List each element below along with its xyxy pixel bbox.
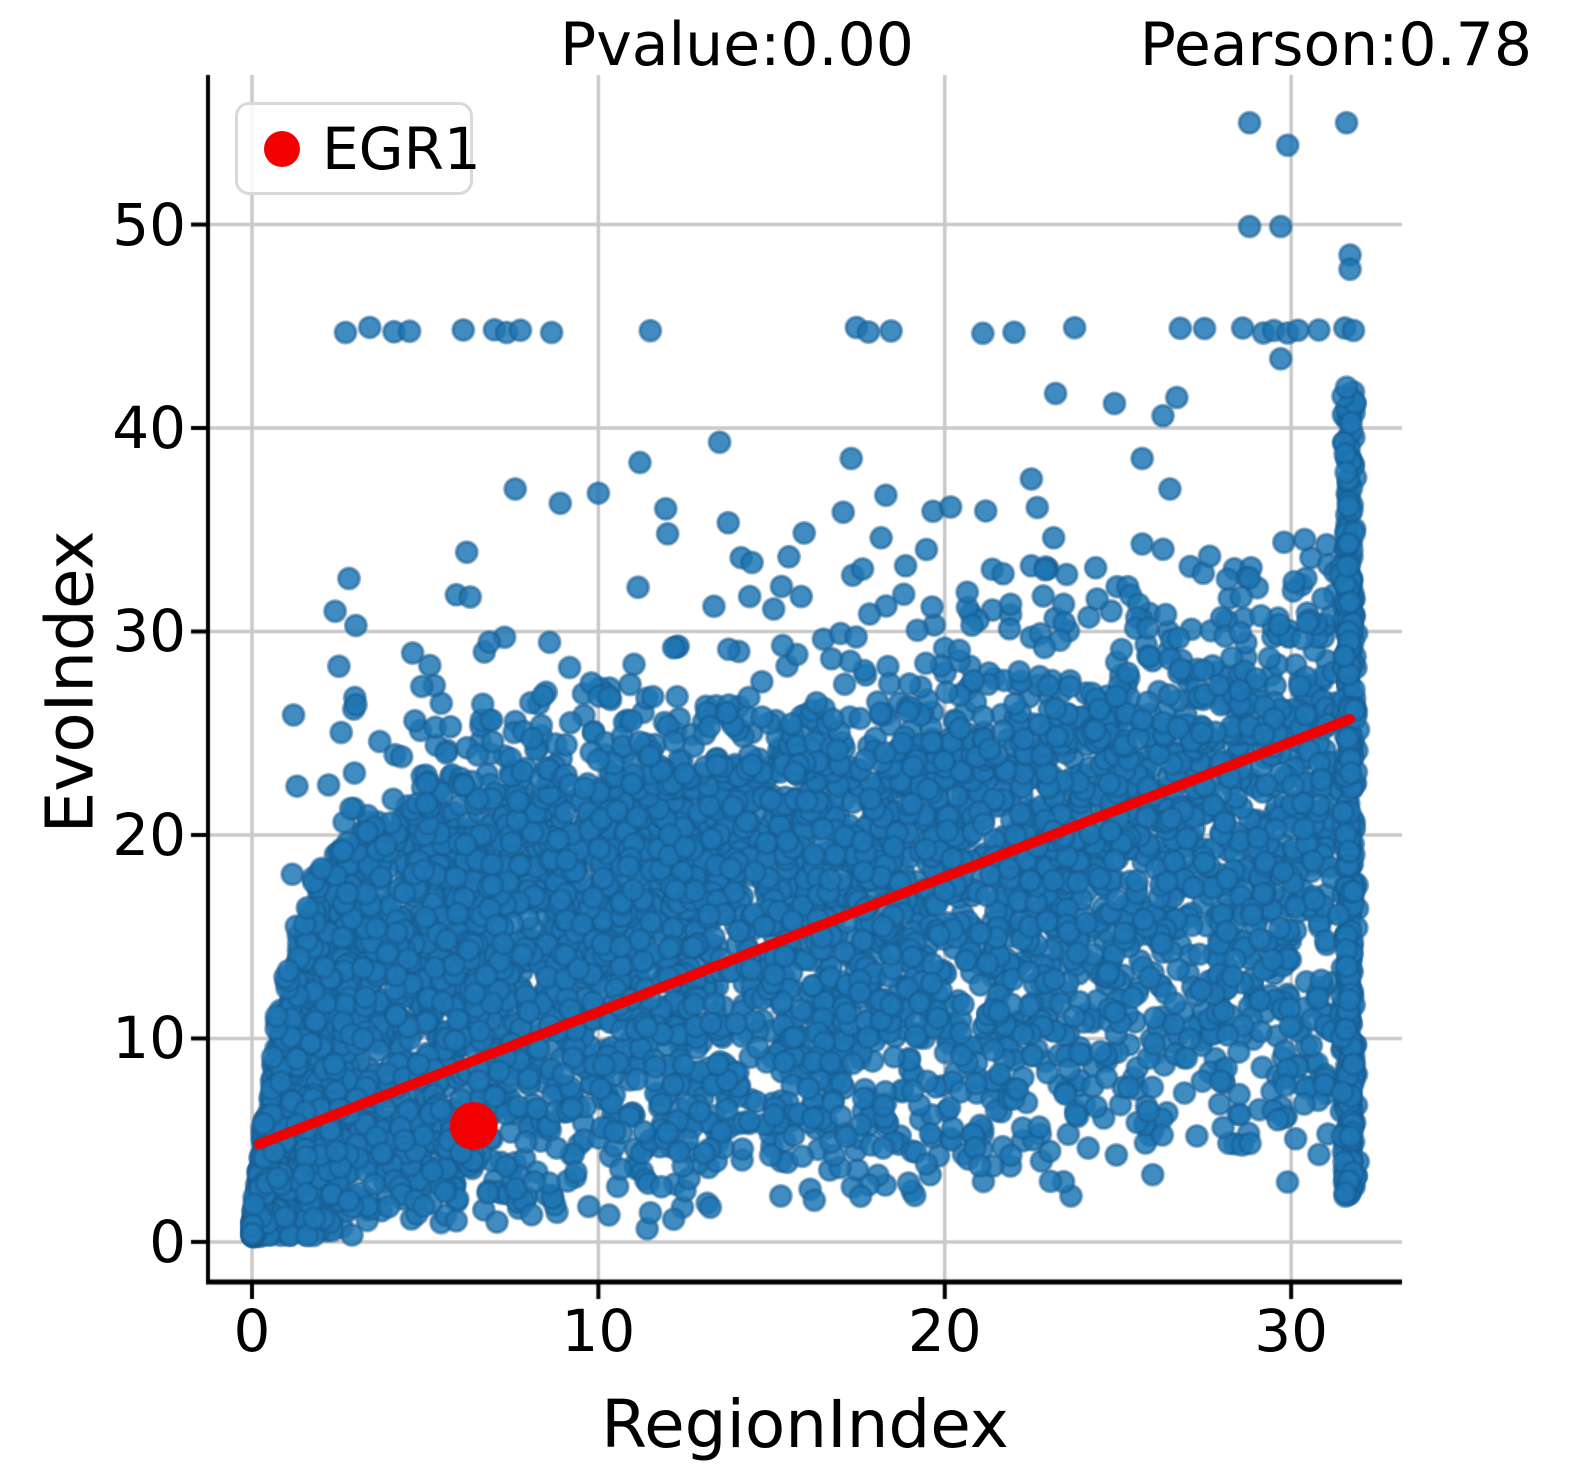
y-tick-label-40: 40: [112, 394, 186, 463]
x-tick-label-30: 30: [1254, 1297, 1329, 1365]
x-tick-label-10: 10: [561, 1297, 636, 1365]
y-tick-label-20: 20: [112, 800, 186, 869]
y-tick-label-50: 50: [112, 190, 186, 259]
y-tick-label-0: 0: [149, 1207, 186, 1276]
pearson-annotation: Pearson:0.78: [1139, 10, 1532, 80]
x-axis-label: RegionIndex: [601, 1386, 1009, 1463]
x-tick-label-20: 20: [907, 1297, 982, 1365]
y-axis-label: EvoIndex: [31, 530, 109, 834]
legend: EGR1: [235, 102, 481, 195]
y-tick-label-10: 10: [112, 1004, 186, 1073]
legend-label: EGR1: [322, 114, 481, 183]
pvalue-annotation: Pvalue:0.00: [560, 10, 914, 80]
x-tick-label-0: 0: [233, 1297, 271, 1365]
y-tick-label-30: 30: [112, 597, 186, 666]
legend-marker-dot-icon: [264, 130, 300, 167]
